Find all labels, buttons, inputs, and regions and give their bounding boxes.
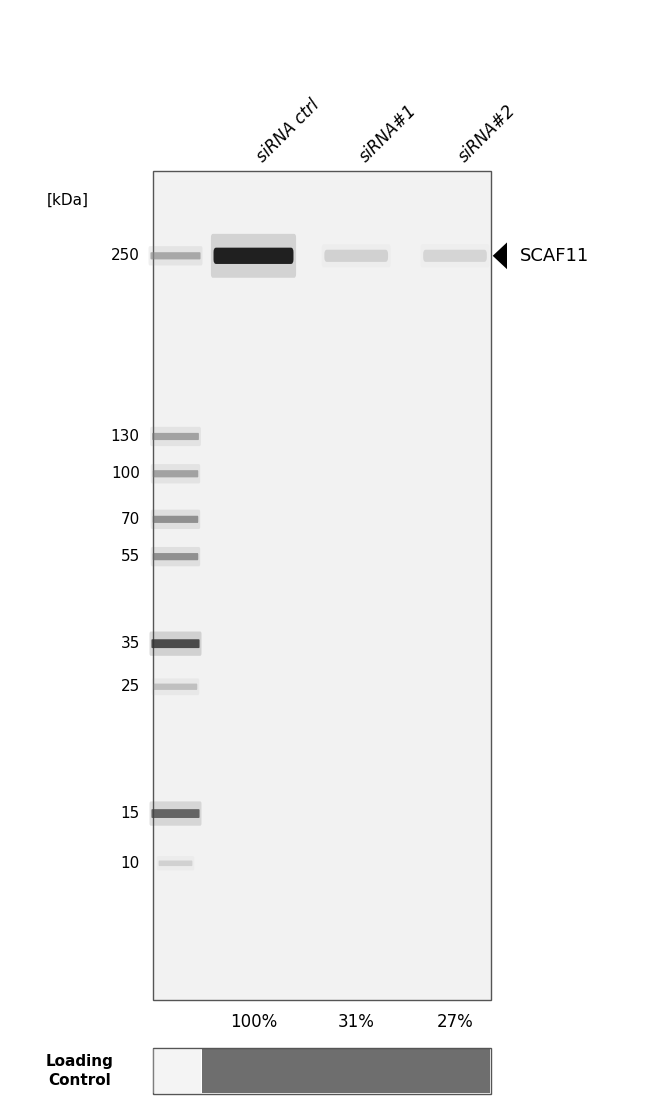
FancyBboxPatch shape [150,427,201,446]
Text: 15: 15 [120,806,140,821]
Text: 70: 70 [120,512,140,527]
FancyBboxPatch shape [324,250,388,262]
FancyBboxPatch shape [151,509,200,529]
Text: siRNA#2: siRNA#2 [455,102,519,166]
FancyBboxPatch shape [211,234,296,277]
FancyBboxPatch shape [152,433,199,440]
FancyBboxPatch shape [151,639,200,648]
FancyBboxPatch shape [151,809,200,818]
Text: 100: 100 [111,466,140,482]
FancyBboxPatch shape [151,464,200,484]
Text: siRNA#1: siRNA#1 [356,102,421,166]
Bar [153,1048,491,1094]
Text: 250: 250 [111,249,140,263]
Polygon shape [493,242,507,270]
Text: 55: 55 [120,549,140,565]
FancyBboxPatch shape [159,861,192,866]
FancyBboxPatch shape [153,552,198,560]
Text: 100%: 100% [230,1013,277,1031]
FancyBboxPatch shape [322,244,391,267]
FancyBboxPatch shape [421,244,489,267]
FancyBboxPatch shape [154,684,198,690]
Text: 31%: 31% [338,1013,374,1031]
Text: siRNA ctrl: siRNA ctrl [254,96,324,166]
Text: 130: 130 [111,429,140,444]
Text: 35: 35 [120,636,140,651]
FancyBboxPatch shape [150,801,202,825]
Text: 27%: 27% [437,1013,473,1031]
Text: SCAF11: SCAF11 [520,246,590,265]
FancyBboxPatch shape [152,678,199,695]
FancyBboxPatch shape [151,547,200,566]
Text: [kDa]: [kDa] [47,192,89,208]
FancyBboxPatch shape [153,471,198,477]
Bar [202,1049,490,1093]
FancyBboxPatch shape [153,516,198,523]
FancyBboxPatch shape [150,252,200,260]
Bar [153,1049,201,1093]
FancyBboxPatch shape [157,856,194,871]
FancyBboxPatch shape [213,248,294,264]
FancyBboxPatch shape [150,631,202,656]
Text: 25: 25 [120,680,140,694]
Bar [153,171,491,1000]
FancyBboxPatch shape [423,250,487,262]
Text: 10: 10 [120,855,140,871]
Text: Loading
Control: Loading Control [46,1054,114,1087]
FancyBboxPatch shape [148,246,203,265]
